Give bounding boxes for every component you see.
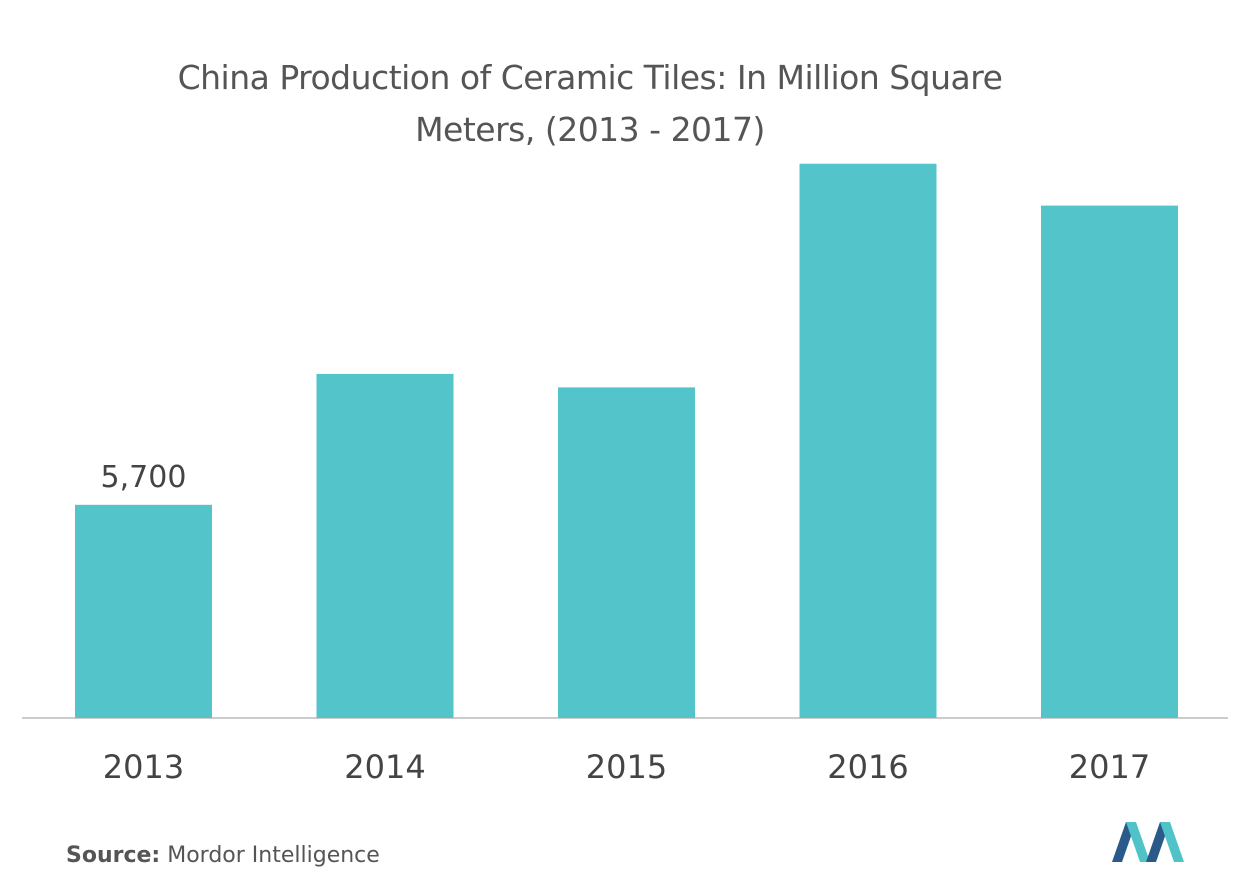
x-tick-label-2016: 2016 xyxy=(827,748,908,786)
bar-2014 xyxy=(316,373,454,718)
bars-group: 2013 5,700 2014 2015 2016 2017 xyxy=(75,163,1178,786)
x-tick-label-2014: 2014 xyxy=(344,748,425,786)
bar-2015 xyxy=(558,387,695,718)
bar-2017 xyxy=(1041,205,1178,718)
source-label: Source: xyxy=(66,843,161,868)
chart-title-line-1: China Production of Ceramic Tiles: In Mi… xyxy=(177,58,1003,97)
bar-2016 xyxy=(799,163,937,718)
mordor-logo-icon xyxy=(1112,822,1184,862)
source-note: Source: Mordor Intelligence xyxy=(66,843,380,868)
x-tick-label-2015: 2015 xyxy=(586,748,667,786)
chart-title-line-2: Meters, (2013 - 2017) xyxy=(415,110,765,149)
source-text: Mordor Intelligence xyxy=(167,843,380,868)
chart-title: China Production of Ceramic Tiles: In Mi… xyxy=(100,52,1080,156)
x-tick-label-2017: 2017 xyxy=(1069,748,1150,786)
data-label-2013: 5,700 xyxy=(101,460,187,495)
bar-2013 xyxy=(75,504,212,718)
x-tick-label-2013: 2013 xyxy=(103,748,184,786)
